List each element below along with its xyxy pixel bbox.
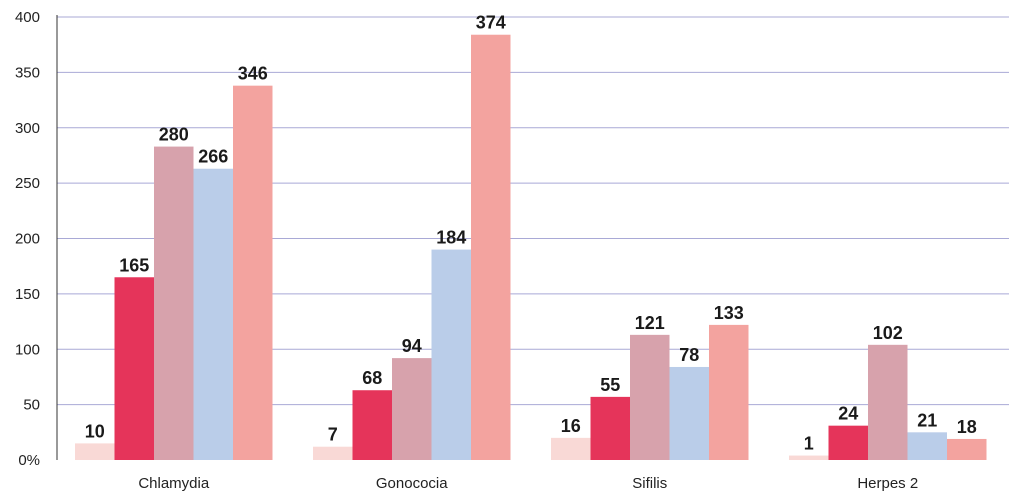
y-tick-label: 200 <box>15 231 40 248</box>
data-labels: 10 165 280 266 346 7 68 94 184 374 16 55 121 78 133 1 24… <box>85 13 977 454</box>
bar <box>431 249 471 460</box>
y-tick-label: 100 <box>15 341 40 358</box>
data-label: 68 <box>362 368 382 388</box>
bar <box>352 390 392 460</box>
x-axis-categories: Chlamydia Gonococia Sifilis Herpes 2 <box>138 475 918 492</box>
y-tick-label: 300 <box>15 120 40 137</box>
bar <box>789 455 829 460</box>
y-tick-label: 350 <box>15 64 40 81</box>
y-tick-label: 400 <box>15 9 40 26</box>
data-label: 10 <box>85 421 105 441</box>
data-label: 102 <box>873 323 903 343</box>
data-label: 165 <box>119 255 149 275</box>
bar <box>75 443 115 460</box>
bar <box>154 146 194 460</box>
bar <box>471 34 511 460</box>
bar <box>313 446 353 460</box>
data-label: 78 <box>679 345 699 365</box>
y-tick-label: 50 <box>23 397 40 414</box>
data-label: 21 <box>917 410 937 430</box>
data-label: 374 <box>476 13 506 33</box>
bar <box>114 277 154 460</box>
data-label: 55 <box>600 375 620 395</box>
y-tick-label: 0% <box>18 452 40 469</box>
data-label: 121 <box>635 313 665 333</box>
y-axis-ticks: 0% 50 100 150 200 250 300 350 400 <box>15 9 40 469</box>
data-label: 7 <box>328 425 338 445</box>
data-label: 24 <box>838 404 858 424</box>
bar <box>233 85 273 460</box>
bar <box>709 324 749 460</box>
bar <box>669 366 709 460</box>
bar <box>193 168 233 461</box>
data-label: 1 <box>804 434 814 454</box>
data-label: 266 <box>198 147 228 167</box>
data-label: 280 <box>159 125 189 145</box>
bar <box>907 432 947 460</box>
bar <box>392 358 432 460</box>
x-category-label: Herpes 2 <box>857 475 918 492</box>
x-category-label: Gonococia <box>376 475 448 492</box>
bar <box>947 438 987 460</box>
y-tick-label: 150 <box>15 286 40 303</box>
data-label: 18 <box>957 417 977 437</box>
x-category-label: Chlamydia <box>138 475 210 492</box>
x-category-label: Sifilis <box>632 475 667 492</box>
bar <box>551 437 591 460</box>
bar <box>868 344 908 460</box>
data-label: 346 <box>238 64 268 84</box>
bar <box>630 334 670 460</box>
data-label: 94 <box>402 336 422 356</box>
data-label: 16 <box>561 416 581 436</box>
data-label: 184 <box>436 228 466 248</box>
bars <box>75 34 987 461</box>
data-label: 133 <box>714 303 744 323</box>
bar <box>828 425 868 460</box>
y-tick-label: 250 <box>15 175 40 192</box>
bar <box>590 396 630 460</box>
